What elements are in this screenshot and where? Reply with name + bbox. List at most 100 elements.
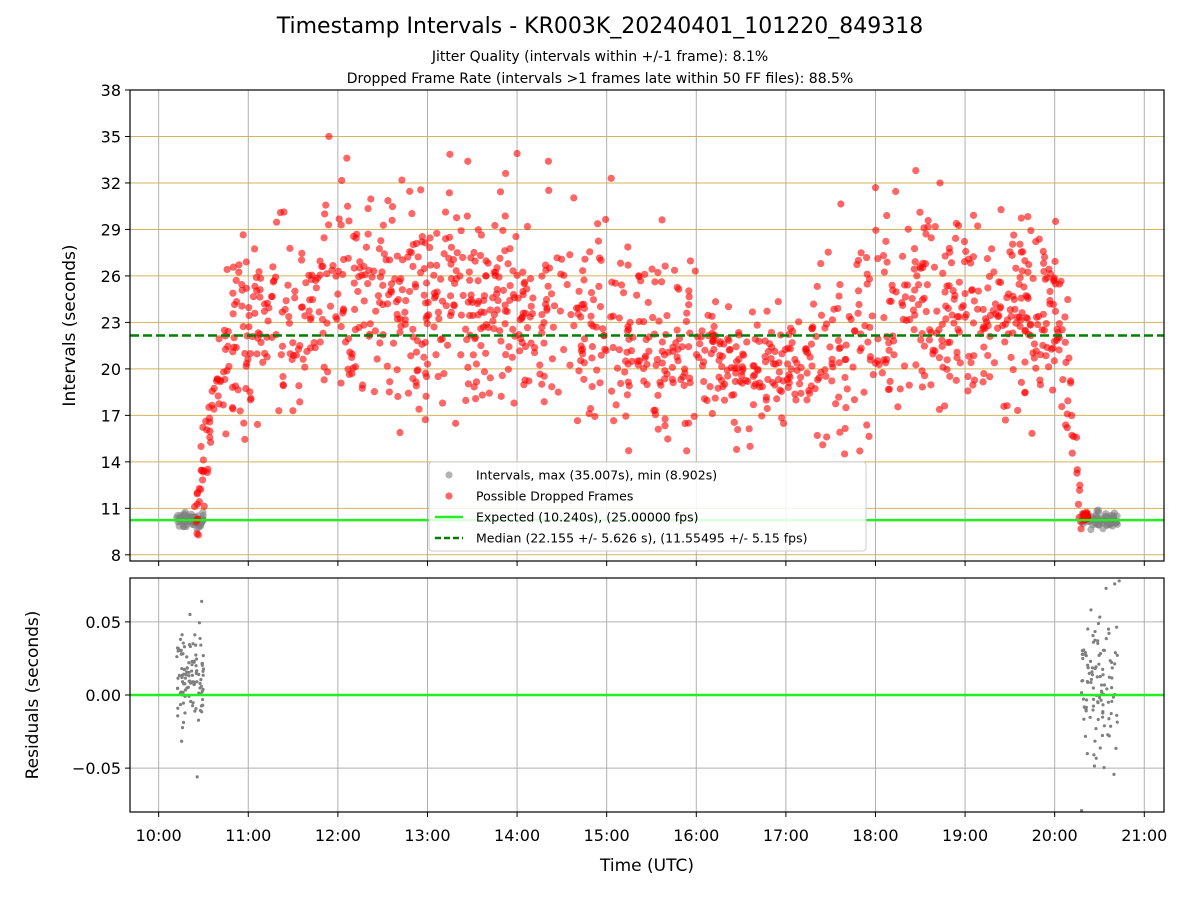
dropped-frame-point	[476, 251, 485, 260]
dropped-frame-point	[502, 169, 510, 178]
dropped-frame-point	[387, 286, 395, 294]
residual-point	[1098, 615, 1102, 619]
dropped-frame-point	[1062, 358, 1070, 367]
dropped-frame-point	[1047, 345, 1056, 353]
dropped-frame-point	[993, 324, 1002, 332]
dropped-frame-point	[946, 372, 954, 380]
dropped-frame-point	[914, 281, 923, 289]
dropped-frame-point	[453, 249, 461, 257]
dropped-frame-point	[509, 290, 518, 299]
dropped-frame-point	[857, 249, 865, 257]
dropped-frame-point	[244, 355, 252, 363]
dropped-frame-point	[961, 313, 969, 321]
dropped-frame-point	[279, 372, 287, 381]
dropped-frame-point	[980, 369, 988, 378]
dropped-frame-point	[776, 386, 784, 394]
dropped-frame-point	[206, 427, 214, 435]
dropped-frame-point	[575, 287, 583, 295]
dropped-frame-point	[509, 325, 517, 333]
x-tick-label: 10:00	[136, 826, 182, 845]
dropped-frame-point	[1001, 416, 1010, 424]
dropped-frame-point	[446, 292, 455, 300]
dropped-frame-point	[830, 305, 838, 313]
dropped-frame-point	[513, 271, 521, 279]
dropped-frame-point	[661, 422, 669, 430]
dropped-frame-point	[654, 391, 662, 399]
dropped-frame-point	[927, 234, 935, 242]
residual-point	[1102, 724, 1106, 728]
dropped-frame-point	[246, 396, 255, 404]
dropped-frame-point	[979, 305, 987, 314]
dropped-frame-point	[596, 303, 605, 311]
dropped-frame-point	[973, 305, 982, 313]
dropped-frame-point	[426, 243, 434, 252]
residual-point	[1110, 666, 1114, 670]
dropped-frame-point	[1032, 364, 1040, 372]
x-tick-label: 18:00	[852, 826, 898, 845]
dropped-frame-point	[863, 270, 871, 278]
dropped-frame-point	[301, 312, 309, 320]
dropped-frame-point	[709, 338, 717, 346]
dropped-frame-point	[939, 269, 947, 277]
dropped-frame-point	[223, 265, 231, 274]
dropped-frame-point	[685, 287, 693, 295]
dropped-frame-point	[548, 355, 557, 363]
dropped-frame-point	[677, 375, 685, 384]
dropped-frame-point	[797, 363, 805, 372]
residual-point	[1099, 698, 1103, 702]
dropped-frame-point	[328, 266, 336, 274]
dropped-frame-point	[199, 423, 207, 431]
dropped-frame-point	[724, 372, 732, 380]
dropped-frame-point	[883, 258, 891, 266]
dropped-frame-point	[415, 405, 423, 413]
dropped-frame-point	[249, 293, 258, 301]
residual-point	[194, 643, 198, 647]
dropped-frame-point	[663, 312, 671, 320]
dropped-frame-point	[920, 342, 929, 350]
legend-dropped-frames-marker	[445, 492, 453, 500]
dropped-frame-point	[364, 280, 372, 288]
dropped-frame-point	[540, 398, 548, 406]
dropped-frame-point	[412, 239, 421, 248]
dropped-frame-point	[421, 369, 430, 377]
dropped-frame-point	[904, 225, 912, 233]
dropped-frame-point	[441, 208, 450, 216]
dropped-frame-point	[843, 385, 851, 393]
dropped-frame-point	[641, 270, 649, 278]
dropped-frame-point	[828, 316, 837, 324]
dropped-frame-point	[787, 365, 795, 373]
dropped-frame-point	[761, 353, 769, 361]
dropped-frame-point	[291, 287, 299, 295]
dropped-frame-point	[344, 202, 352, 210]
dropped-frame-point	[422, 392, 430, 400]
dropped-frame-point	[519, 287, 527, 296]
dropped-frame-point	[319, 262, 327, 270]
dropped-frame-point	[540, 339, 548, 347]
dropped-frame-point	[788, 339, 796, 347]
dropped-frame-point	[1064, 295, 1072, 304]
dropped-frame-point	[430, 323, 438, 331]
dropped-frame-point	[1051, 257, 1059, 266]
residual-point	[1096, 621, 1101, 626]
dropped-frame-point	[753, 321, 761, 329]
dropped-frame-point	[654, 425, 662, 433]
dropped-frame-point	[1038, 326, 1046, 334]
dropped-frame-point	[409, 262, 417, 270]
dropped-frame-point	[866, 356, 874, 364]
dropped-frame-point	[955, 221, 963, 230]
dropped-frame-point	[918, 296, 927, 304]
residual-point	[198, 636, 202, 641]
dropped-frame-point	[916, 208, 924, 216]
dropped-frame-point	[724, 303, 733, 311]
residual-point	[1101, 673, 1105, 677]
dropped-frame-point	[1022, 292, 1030, 300]
dropped-frame-point	[566, 251, 574, 259]
dropped-frame-point	[703, 396, 711, 405]
dropped-frame-point	[813, 282, 821, 291]
residual-point	[192, 660, 196, 664]
dropped-frame-point	[586, 248, 594, 256]
dropped-frame-point	[375, 298, 384, 306]
dropped-frame-point	[819, 441, 827, 449]
dropped-frame-point	[953, 348, 961, 356]
intervals-plot-area	[130, 90, 1164, 561]
